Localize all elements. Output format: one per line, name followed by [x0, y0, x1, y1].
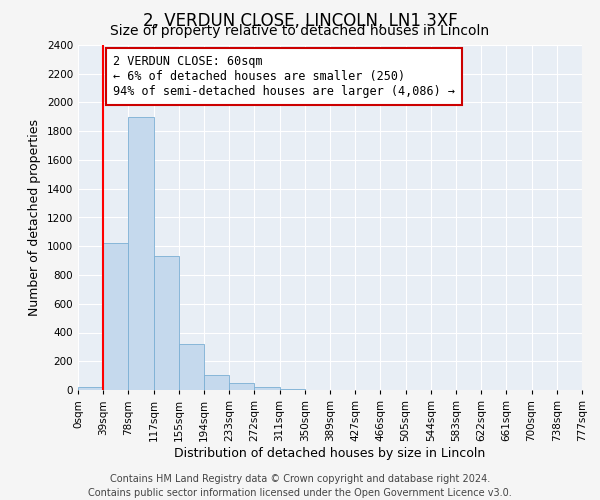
- Bar: [229, 383, 254, 390]
- Bar: [78, 387, 103, 390]
- Bar: [103, 242, 128, 390]
- Bar: [154, 256, 179, 390]
- Bar: [179, 344, 204, 390]
- Bar: [254, 387, 280, 390]
- X-axis label: Distribution of detached houses by size in Lincoln: Distribution of detached houses by size …: [175, 446, 485, 460]
- Text: 2 VERDUN CLOSE: 60sqm
← 6% of detached houses are smaller (250)
94% of semi-deta: 2 VERDUN CLOSE: 60sqm ← 6% of detached h…: [113, 56, 455, 98]
- Text: Contains HM Land Registry data © Crown copyright and database right 2024.
Contai: Contains HM Land Registry data © Crown c…: [88, 474, 512, 498]
- Bar: [280, 388, 305, 390]
- Text: 2, VERDUN CLOSE, LINCOLN, LN1 3XF: 2, VERDUN CLOSE, LINCOLN, LN1 3XF: [143, 12, 457, 30]
- Bar: [204, 375, 229, 390]
- Y-axis label: Number of detached properties: Number of detached properties: [28, 119, 41, 316]
- Bar: [128, 117, 154, 390]
- Text: Size of property relative to detached houses in Lincoln: Size of property relative to detached ho…: [110, 24, 490, 38]
